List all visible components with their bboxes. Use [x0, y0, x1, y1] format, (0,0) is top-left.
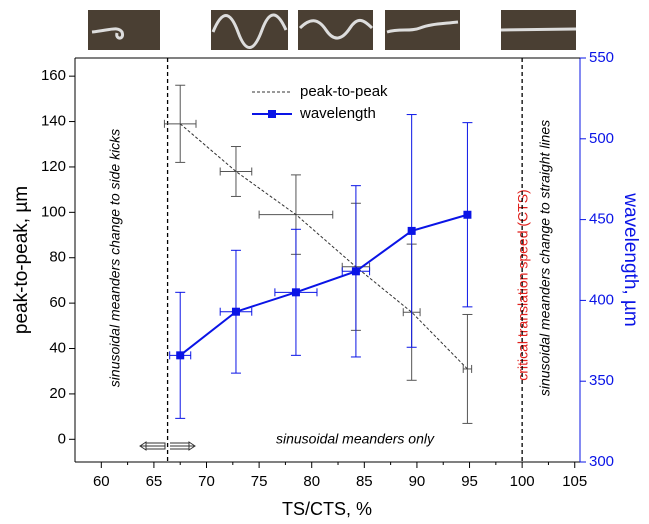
y2-axis-title: wavelength, µm — [620, 192, 641, 326]
y2-tick-label: 400 — [589, 291, 614, 308]
x-tick-label: 85 — [356, 473, 373, 490]
photos — [88, 10, 577, 50]
photo-wire — [298, 19, 374, 40]
arrow-right — [170, 441, 196, 451]
x-tick-label: 80 — [303, 473, 320, 490]
y-tick-label: 80 — [49, 249, 66, 266]
point — [291, 288, 300, 297]
annotation: sinusoidal meanders change to straight l… — [537, 120, 553, 396]
y-tick-label: 160 — [41, 67, 66, 84]
y-tick-label: 20 — [49, 385, 66, 402]
y2-tick-label: 550 — [589, 49, 614, 66]
legend-marker — [268, 110, 276, 118]
x-tick-label: 70 — [198, 473, 215, 490]
y-tick-label: 40 — [49, 339, 66, 356]
x-tick-label: 65 — [146, 473, 163, 490]
photo-wire — [211, 13, 288, 49]
point — [351, 267, 360, 276]
point — [407, 226, 416, 235]
y-tick-label: 120 — [41, 158, 66, 175]
point — [231, 307, 240, 316]
annotation: sinusoidal meanders only — [276, 431, 435, 447]
point — [176, 351, 185, 360]
x-tick-label: 105 — [562, 473, 587, 490]
y2-tick-label: 350 — [589, 372, 614, 389]
y2-tick-label: 500 — [589, 130, 614, 147]
photo-wire — [91, 27, 125, 40]
arrows — [139, 441, 196, 451]
legend-label: wavelength — [299, 105, 376, 122]
y2-tick-label: 300 — [589, 453, 614, 470]
y2-tick-label: 450 — [589, 211, 614, 228]
x-axis-title: TS/CTS, % — [282, 499, 372, 519]
x-tick-label: 60 — [93, 473, 110, 490]
photo-wire — [386, 20, 459, 34]
x-tick-label: 90 — [409, 473, 426, 490]
photo — [298, 10, 373, 50]
x-tick-label: 95 — [461, 473, 478, 490]
legend-label: peak-to-peak — [300, 83, 388, 100]
y-axis-title: peak-to-peak, µm — [11, 186, 32, 334]
photo-wire — [500, 27, 577, 32]
y-tick-label: 60 — [49, 294, 66, 311]
x-tick-label: 100 — [510, 473, 535, 490]
y-tick-label: 0 — [58, 430, 66, 447]
arrow-left — [139, 441, 166, 451]
annotation: sinusoidal meanders change to side kicks — [107, 129, 123, 387]
y-tick-label: 100 — [41, 203, 66, 220]
x-tick-label: 75 — [251, 473, 268, 490]
series-line — [179, 123, 468, 370]
y-tick-label: 140 — [41, 113, 66, 130]
series-line — [179, 213, 468, 357]
point — [463, 210, 472, 219]
